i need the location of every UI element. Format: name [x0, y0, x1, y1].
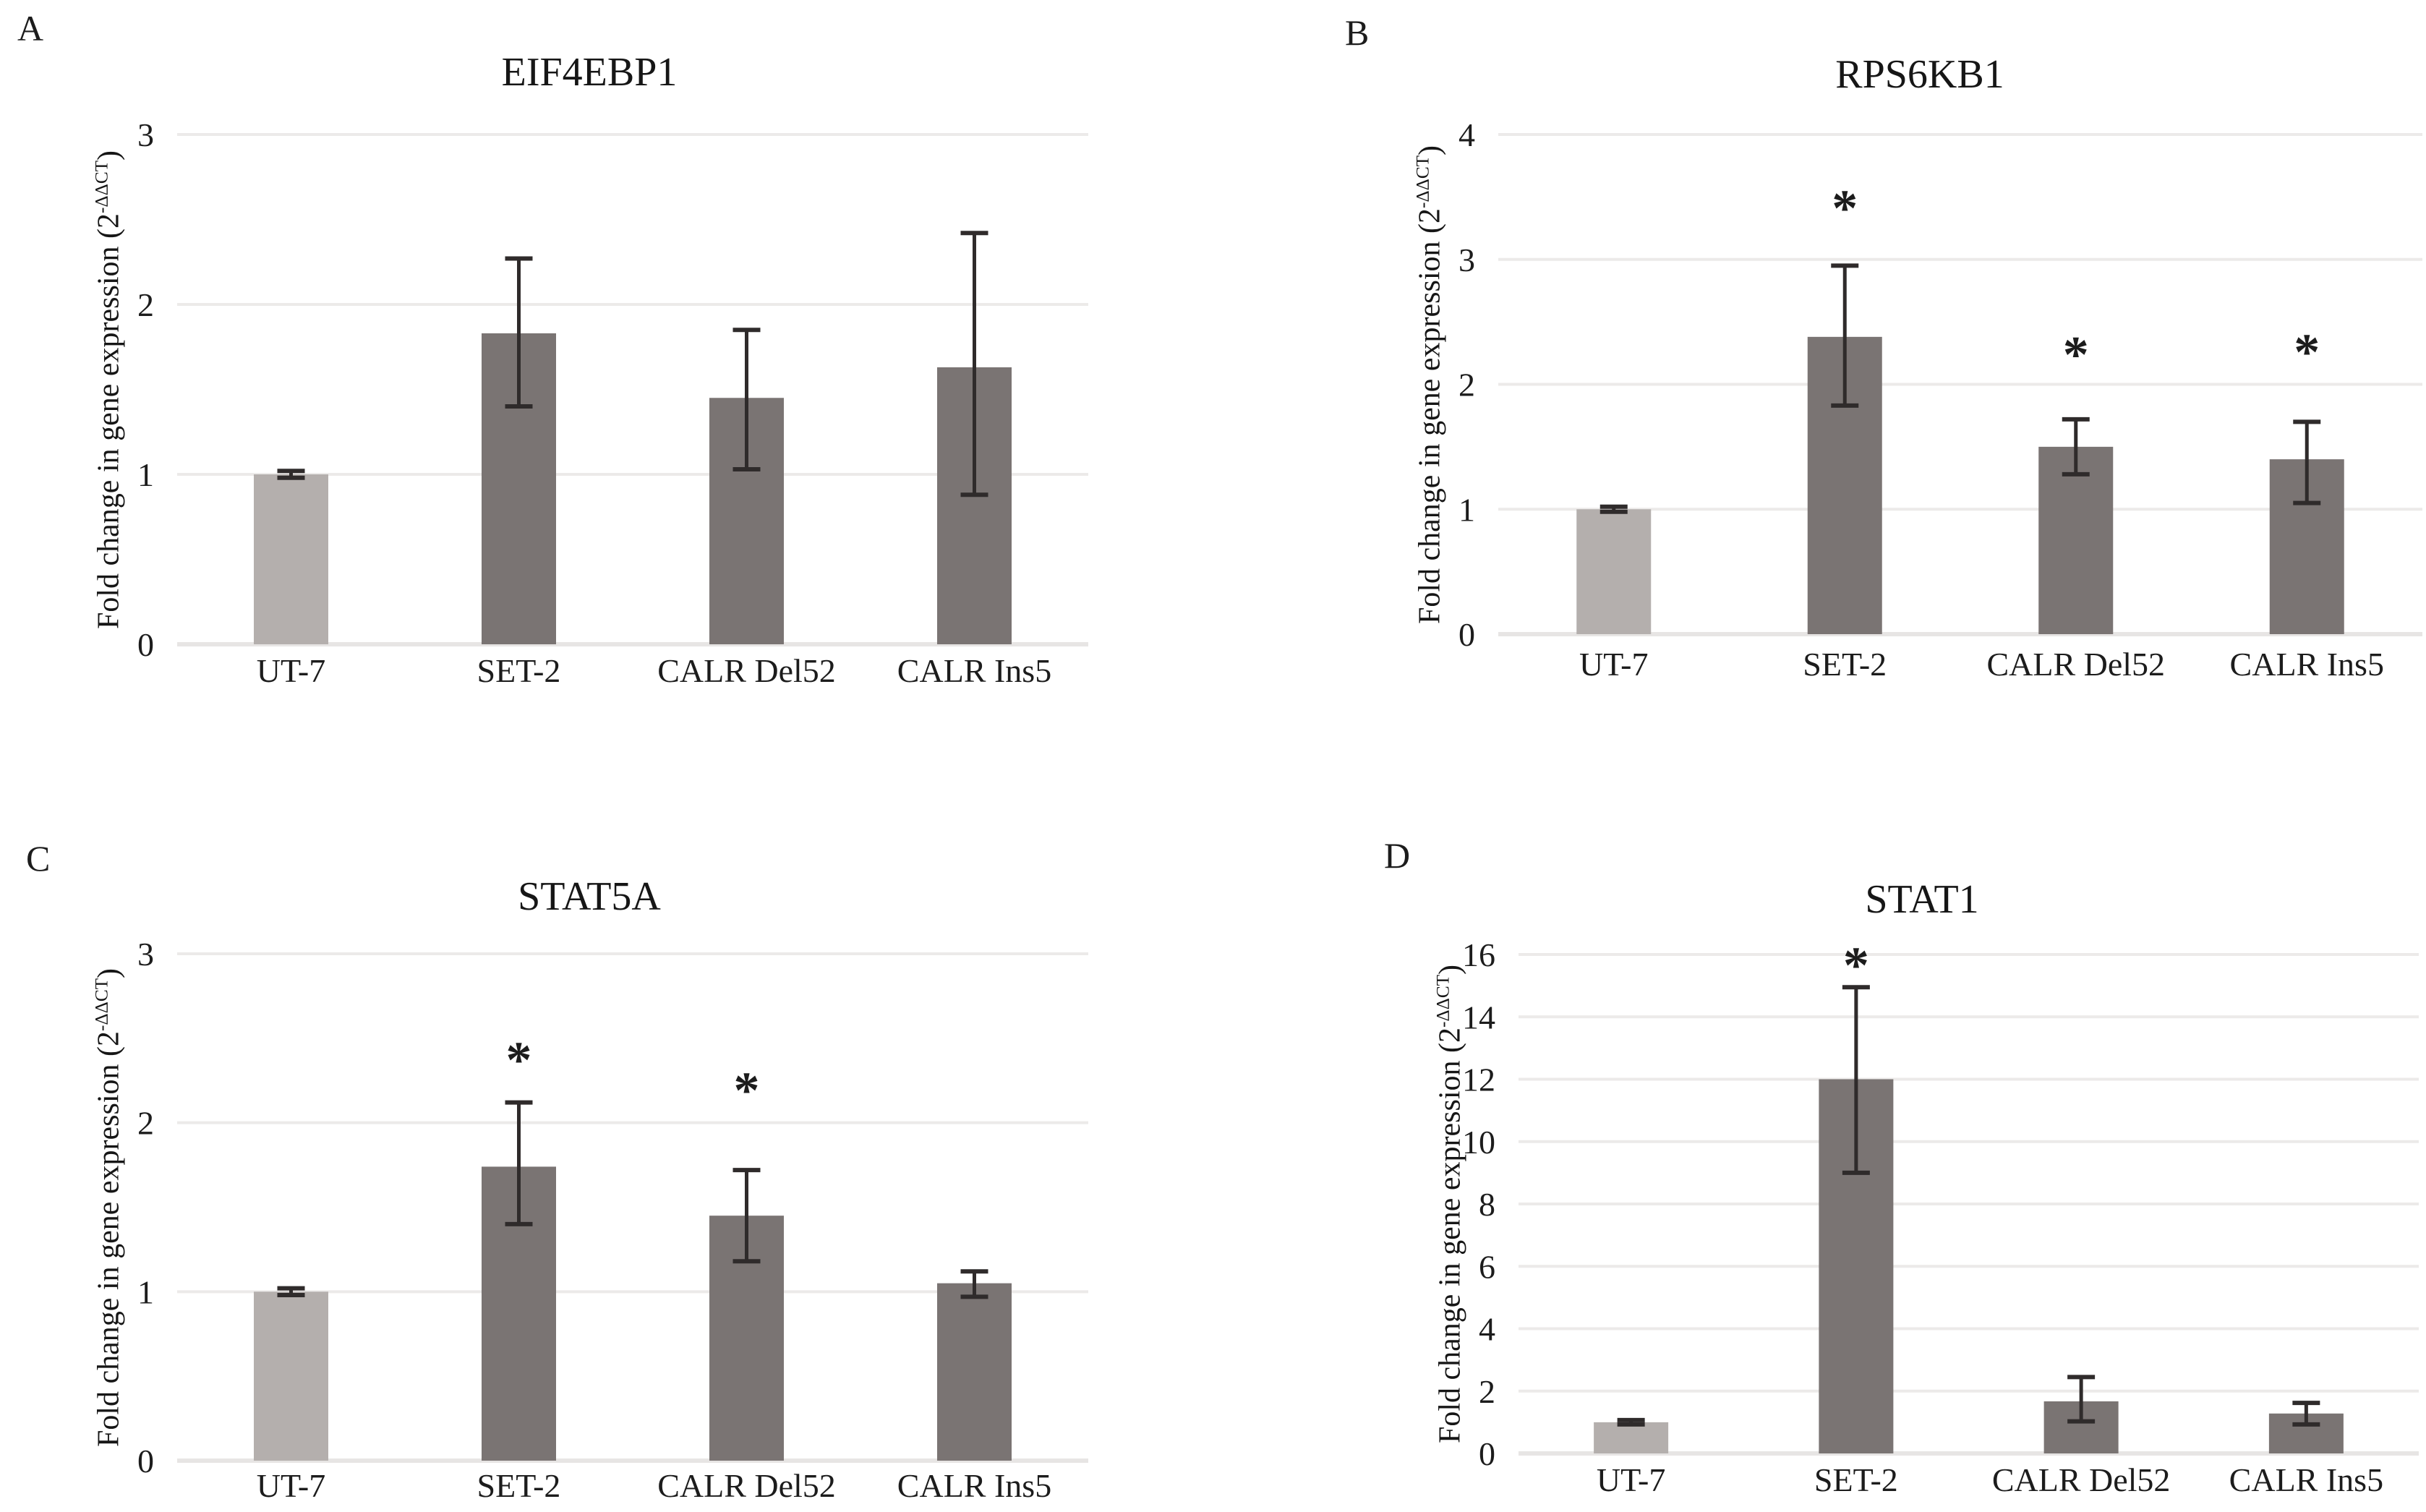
x-category-label: CALR Del52	[1986, 646, 2165, 683]
x-category-label: UT-7	[1597, 1461, 1665, 1498]
y-tick-label: 12	[1462, 1062, 1495, 1098]
x-category-label: CALR Ins5	[2229, 1461, 2383, 1498]
significance-asterisk: *	[2294, 323, 2320, 381]
significance-asterisk: *	[1832, 179, 1858, 237]
y-tick-label: 1	[137, 456, 154, 493]
panel-letter-d: D	[1384, 835, 1411, 876]
y-tick-label: 3	[1458, 242, 1475, 278]
chart-canvas-b: 0 1 2 3 4 UT-7 * SET-2 * CALR Del52 * CALR Ins5	[1458, 116, 2422, 683]
panel-a: A EIF4EBP1 Fold change in gene expressio…	[0, 0, 1229, 759]
panel-b: B RPS6KB1 Fold change in gene expression…	[1338, 0, 2426, 759]
y-tick-label: 3	[137, 936, 154, 973]
y-tick-label: 1	[137, 1273, 154, 1310]
x-category-label: CALR Ins5	[2230, 646, 2384, 683]
y-tick-label: 10	[1462, 1124, 1495, 1161]
y-tick-label: 0	[1479, 1435, 1495, 1472]
significance-asterisk: *	[1843, 936, 1869, 994]
y-tick-label: 14	[1462, 999, 1495, 1035]
y-tick-label: 2	[137, 1105, 154, 1142]
panel-letter-a: A	[17, 8, 44, 48]
y-tick-label: 2	[1479, 1373, 1495, 1410]
y-tick-label: 0	[1458, 616, 1475, 653]
y-tick-label: 4	[1458, 116, 1475, 153]
y-tick-label: 16	[1462, 936, 1495, 973]
y-tick-label: 0	[137, 1443, 154, 1479]
chart-canvas-a: 0 1 2 3 UT-7 SET-2 CALR Del52 CALR Ins5	[137, 116, 1088, 689]
bar-ut-7	[1576, 509, 1652, 634]
chart-title-b: RPS6KB1	[1835, 52, 2004, 97]
x-category-label: CALR Del52	[1992, 1461, 2171, 1498]
chart-title-c: STAT5A	[518, 874, 661, 919]
y-tick-label: 1	[1458, 491, 1475, 528]
panel-d: D STAT1 Fold change in gene expression (…	[1338, 810, 2426, 1512]
chart-title-d: STAT1	[1865, 877, 1979, 922]
x-category-label: CALR Del52	[657, 1467, 836, 1504]
chart-canvas-c: 0 1 2 3 UT-7 * SET-2 * CALR Del52 CALR Ins5	[137, 936, 1088, 1504]
significance-asterisk: *	[734, 1062, 760, 1119]
y-tick-label: 8	[1479, 1186, 1495, 1223]
panel-c: C STAT5A Fold change in gene expression …	[0, 810, 1229, 1512]
y-tick-label: 2	[137, 286, 154, 323]
x-category-label: CALR Ins5	[897, 652, 1051, 689]
x-category-label: SET-2	[1803, 646, 1887, 683]
y-tick-label: 0	[137, 626, 154, 663]
y-tick-label: 3	[137, 116, 154, 153]
x-category-label: UT-7	[257, 1467, 325, 1504]
x-category-label: UT-7	[1579, 646, 1648, 683]
bar-calr-del52	[2038, 446, 2114, 634]
panel-letter-c: C	[26, 838, 51, 879]
x-category-label: CALR Del52	[657, 652, 836, 689]
y-tick-label: 2	[1458, 367, 1475, 403]
bar-ut-7	[254, 474, 328, 644]
significance-asterisk: *	[2063, 325, 2089, 383]
bar-ut-7	[1594, 1422, 1669, 1453]
significance-asterisk: *	[506, 1031, 532, 1089]
bar-ut-7	[254, 1291, 328, 1461]
x-category-label: SET-2	[1814, 1461, 1898, 1498]
chart-canvas-d: 0 2 4 6 8 10 12 14 16 UT-7 * SET-2 CALR Del52 CALR In…	[1462, 936, 2419, 1498]
x-category-label: SET-2	[477, 1467, 561, 1504]
y-tick-label: 4	[1479, 1311, 1495, 1348]
chart-title-a: EIF4EBP1	[501, 50, 678, 95]
x-category-label: SET-2	[477, 652, 561, 689]
x-category-label: UT-7	[257, 652, 325, 689]
x-category-label: CALR Ins5	[897, 1467, 1051, 1504]
panel-letter-b: B	[1345, 12, 1370, 53]
bar-calr-ins5	[937, 1283, 1012, 1461]
y-tick-label: 6	[1479, 1248, 1495, 1285]
